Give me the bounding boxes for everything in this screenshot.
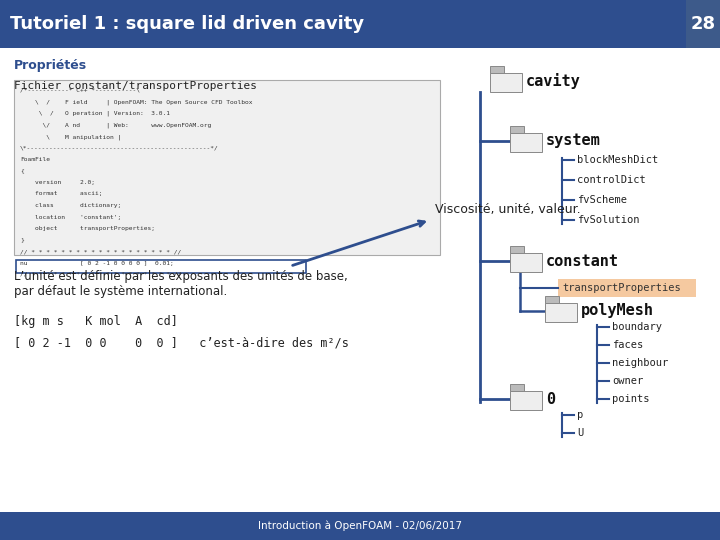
Bar bbox=[510, 132, 542, 152]
Text: Viscosité, unité, valeur.: Viscosité, unité, valeur. bbox=[435, 203, 580, 216]
Bar bbox=[545, 302, 577, 322]
Text: fvScheme: fvScheme bbox=[577, 195, 627, 205]
Text: L’unité est définie par les exposants des unités de base,: L’unité est définie par les exposants de… bbox=[14, 270, 348, 283]
Text: // * * * * * * * * * * * * * * * * * * * //: // * * * * * * * * * * * * * * * * * * *… bbox=[20, 249, 181, 254]
Text: {: { bbox=[20, 168, 24, 173]
Text: system: system bbox=[546, 133, 600, 148]
Bar bbox=[510, 246, 524, 253]
Text: \  /   O peration | Version:  3.0.1: \ / O peration | Version: 3.0.1 bbox=[20, 111, 170, 117]
Text: format      ascii;: format ascii; bbox=[20, 192, 102, 197]
Text: fvSolution: fvSolution bbox=[577, 215, 639, 225]
Text: Introduction à OpenFOAM - 02/06/2017: Introduction à OpenFOAM - 02/06/2017 bbox=[258, 521, 462, 531]
Text: class       dictionary;: class dictionary; bbox=[20, 203, 121, 208]
Text: /*-----------* C++ *-----------\: /*-----------* C++ *-----------\ bbox=[20, 88, 144, 93]
Text: Fichier constant/transportProperties: Fichier constant/transportProperties bbox=[14, 81, 257, 91]
Text: version     2.0;: version 2.0; bbox=[20, 180, 95, 185]
Text: controlDict: controlDict bbox=[577, 175, 646, 185]
Text: FoamFile: FoamFile bbox=[20, 157, 50, 162]
Bar bbox=[16, 260, 306, 273]
Bar bbox=[545, 296, 559, 303]
Text: // * * * * * * * * * * * * * * * * * * * //: // * * * * * * * * * * * * * * * * * * *… bbox=[20, 272, 181, 277]
Bar bbox=[510, 384, 524, 392]
Text: Propriétés: Propriétés bbox=[14, 59, 87, 72]
Bar bbox=[490, 72, 522, 92]
Text: blockMeshDict: blockMeshDict bbox=[577, 155, 658, 165]
Text: transportProperties: transportProperties bbox=[562, 283, 680, 293]
Text: points: points bbox=[612, 394, 649, 404]
Bar bbox=[686, 0, 720, 48]
Text: boundary: boundary bbox=[612, 322, 662, 332]
Text: object      transportProperties;: object transportProperties; bbox=[20, 226, 155, 231]
Text: 0: 0 bbox=[546, 392, 555, 407]
Text: par défaut le système international.: par défaut le système international. bbox=[14, 285, 228, 298]
Bar bbox=[14, 80, 440, 255]
Bar bbox=[490, 66, 505, 73]
Bar bbox=[510, 126, 524, 133]
Bar bbox=[510, 253, 542, 272]
Text: faces: faces bbox=[612, 340, 643, 350]
Text: Tutoriel 1 : square lid driven cavity: Tutoriel 1 : square lid driven cavity bbox=[10, 15, 364, 33]
Text: \    M anipulation |: \ M anipulation | bbox=[20, 134, 121, 139]
Text: cavity: cavity bbox=[526, 73, 581, 89]
Text: polyMesh: polyMesh bbox=[581, 303, 654, 319]
Text: neighbour: neighbour bbox=[612, 358, 668, 368]
Text: nu              [ 0 2 -1 0 0 0 0 ]  0.01;: nu [ 0 2 -1 0 0 0 0 ] 0.01; bbox=[20, 260, 174, 266]
Bar bbox=[0, 0, 720, 48]
Bar bbox=[510, 390, 542, 410]
Bar bbox=[558, 279, 696, 297]
Text: 28: 28 bbox=[690, 15, 716, 33]
Text: p: p bbox=[577, 410, 583, 420]
Text: constant: constant bbox=[546, 253, 619, 268]
Text: [ 0 2 -1  0 0    0  0 ]   c’est-à-dire des m²/s: [ 0 2 -1 0 0 0 0 ] c’est-à-dire des m²/s bbox=[14, 337, 349, 350]
Text: [kg m s   K mol  A  cd]: [kg m s K mol A cd] bbox=[14, 315, 178, 328]
Text: location    'constant';: location 'constant'; bbox=[20, 214, 121, 219]
Text: \/    A nd       | Web:      www.OpenFOAM.org: \/ A nd | Web: www.OpenFOAM.org bbox=[20, 123, 211, 128]
Text: U: U bbox=[577, 428, 583, 438]
Text: \  /    F ield     | OpenFOAM: The Open Source CFD Toolbox: \ / F ield | OpenFOAM: The Open Source C… bbox=[20, 99, 253, 105]
Bar bbox=[0, 512, 720, 540]
Text: \*-------------------------------------------------*/: \*--------------------------------------… bbox=[20, 145, 219, 151]
Text: }: } bbox=[20, 238, 24, 242]
Text: owner: owner bbox=[612, 376, 643, 386]
